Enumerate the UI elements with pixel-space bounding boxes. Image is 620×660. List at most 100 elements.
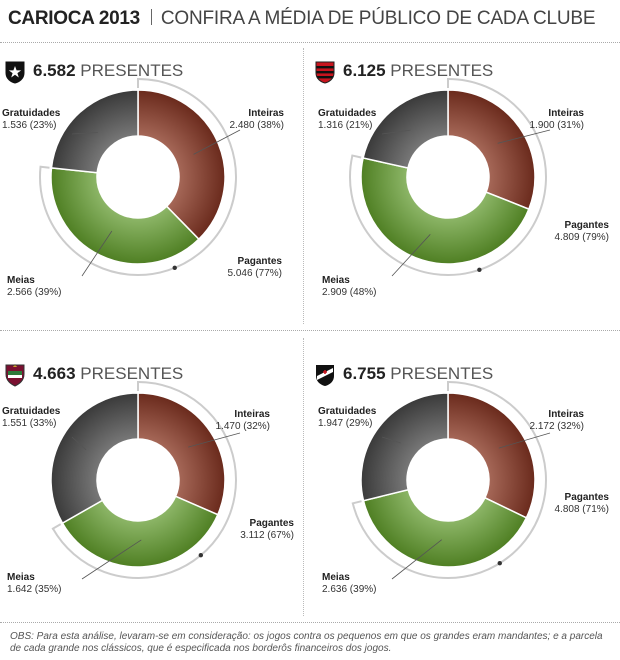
- label-meias-value: 2.909: [322, 287, 348, 298]
- total-attendance: 6.582 PRESENTES: [33, 61, 183, 81]
- header-divider: [0, 42, 620, 43]
- label-meias-name: Meias: [322, 572, 350, 583]
- label-gratuidades-value: 1.536: [2, 120, 28, 131]
- label-meias-pct: 48: [353, 287, 365, 298]
- label-gratuidades-pct: 23: [33, 120, 45, 131]
- label-gratuidades-value: 1.947: [318, 418, 344, 429]
- donut-chart: [50, 381, 241, 580]
- footnote: OBS: Para esta análise, levaram-se em co…: [10, 631, 603, 654]
- label-pagantes: Pagantes 3.112 (67%): [240, 518, 294, 541]
- pagantes-ring-tick: [39, 165, 50, 169]
- label-pagantes: Pagantes 4.808 (71%): [554, 492, 610, 515]
- total-value: 6.755: [343, 364, 386, 383]
- label-pagantes-pct: 79: [585, 232, 597, 243]
- leader-meias: [81, 230, 113, 277]
- label-meias-pct: 35: [38, 584, 50, 595]
- label-pagantes-pct: 67: [270, 530, 282, 541]
- label-meias-value: 1.642: [7, 584, 33, 595]
- label-meias-name: Meias: [7, 275, 35, 286]
- label-gratuidades: Gratuidades 1.947 (29%): [318, 406, 377, 429]
- label-inteiras-name: Inteiras: [248, 108, 284, 119]
- label-meias-pct: 39: [353, 584, 365, 595]
- leader-gratuidades: [381, 436, 401, 444]
- pagantes-ring: [351, 381, 547, 579]
- label-gratuidades-name: Gratuidades: [318, 108, 377, 119]
- label-inteiras-pct: 32: [560, 421, 572, 432]
- total-unit: PRESENTES: [390, 61, 494, 80]
- total-value: 4.663: [33, 364, 76, 383]
- label-inteiras-pct: 31: [560, 120, 572, 131]
- leader-gratuidades: [71, 436, 87, 451]
- club-panel-botafogo: 6.582 PRESENTES Inteiras 2.480 (38%) Grat…: [2, 60, 302, 330]
- pagantes-ring-tick: [51, 523, 62, 530]
- label-pagantes-value: 3.112: [240, 530, 265, 541]
- label-inteiras-value: 1.900: [529, 120, 555, 131]
- fluminense-crest-icon: [5, 364, 25, 387]
- label-meias: Meias 2.566 (39%): [7, 275, 62, 298]
- donut-chart: [349, 78, 551, 277]
- label-pagantes-value: 5.046: [227, 268, 253, 279]
- label-pagantes-value: 4.808: [554, 504, 580, 515]
- footnote-divider: [0, 622, 620, 623]
- label-pagantes-name: Pagantes: [564, 220, 609, 231]
- label-inteiras-value: 2.172: [529, 421, 555, 432]
- botafogo-crest-icon: [5, 61, 25, 84]
- leader-gratuidades: [71, 132, 98, 135]
- label-inteiras-name: Inteiras: [548, 409, 584, 420]
- pagantes-marker: [477, 267, 482, 273]
- label-inteiras-value: 1.470: [215, 421, 241, 432]
- label-pagantes-name: Pagantes: [564, 492, 609, 503]
- label-pagantes-name: Pagantes: [249, 518, 294, 529]
- label-inteiras: Inteiras 2.172 (32%): [529, 409, 585, 432]
- pagantes-ring: [52, 381, 237, 579]
- column-divider-bottom: [303, 338, 304, 616]
- club-panel-fluminense: 4.663 PRESENTES Inteiras 1.470 (32%) Grat…: [2, 363, 302, 633]
- label-meias-value: 2.566: [7, 287, 33, 298]
- total-attendance: 6.125 PRESENTES: [343, 61, 493, 81]
- label-inteiras: Inteiras 2.480 (38%): [229, 108, 285, 131]
- vasco-crest-icon: [316, 365, 334, 386]
- label-gratuidades-pct: 29: [349, 418, 361, 429]
- pagantes-ring: [349, 78, 547, 276]
- label-gratuidades-value: 1.316: [318, 120, 344, 131]
- label-pagantes: Pagantes 4.809 (79%): [554, 220, 610, 243]
- donut-hole: [97, 439, 179, 521]
- label-pagantes-pct: 77: [258, 268, 270, 279]
- label-meias-name: Meias: [322, 275, 350, 286]
- label-inteiras-name: Inteiras: [234, 409, 270, 420]
- label-meias-pct: 39: [38, 287, 50, 298]
- donut-chart: [351, 381, 551, 580]
- label-inteiras-name: Inteiras: [548, 108, 584, 119]
- label-gratuidades-pct: 33: [33, 418, 45, 429]
- label-inteiras: Inteiras 1.470 (32%): [215, 409, 271, 432]
- donut-hole: [407, 136, 489, 218]
- leader-inteiras: [498, 432, 551, 449]
- label-pagantes-name: Pagantes: [237, 256, 282, 267]
- label-meias: Meias 2.636 (39%): [322, 572, 377, 595]
- label-gratuidades: Gratuidades 1.551 (33%): [2, 406, 61, 429]
- label-inteiras-pct: 38: [260, 120, 272, 131]
- leader-meias: [391, 234, 431, 277]
- total-value: 6.125: [343, 61, 386, 80]
- label-meias-name: Meias: [7, 572, 35, 583]
- donut-chart: [39, 78, 241, 277]
- label-inteiras-value: 2.480: [229, 120, 255, 131]
- leader-meias: [391, 539, 442, 580]
- label-gratuidades-name: Gratuidades: [2, 108, 61, 119]
- pagantes-marker: [198, 553, 204, 558]
- total-unit: PRESENTES: [80, 61, 184, 80]
- label-pagantes-pct: 71: [585, 504, 597, 515]
- header-separator: [150, 9, 152, 25]
- pagantes-ring-tick: [351, 154, 362, 159]
- label-gratuidades-name: Gratuidades: [318, 406, 377, 417]
- flamengo-crest-icon: [315, 61, 335, 84]
- header-subtitle: CONFIRA A MÉDIA DE PÚBLICO DE CADA CLUBE: [160, 8, 596, 29]
- label-gratuidades: Gratuidades 1.316 (21%): [318, 108, 377, 131]
- label-inteiras: Inteiras 1.900 (31%): [529, 108, 585, 131]
- total-attendance: 6.755 PRESENTES: [343, 364, 493, 384]
- label-gratuidades-name: Gratuidades: [2, 406, 61, 417]
- pagantes-marker: [172, 265, 177, 271]
- club-panel-flamengo: 6.125 PRESENTES Inteiras 1.900 (31%) Grat…: [312, 60, 612, 330]
- leader-meias: [81, 539, 142, 580]
- label-meias: Meias 2.909 (48%): [322, 275, 377, 298]
